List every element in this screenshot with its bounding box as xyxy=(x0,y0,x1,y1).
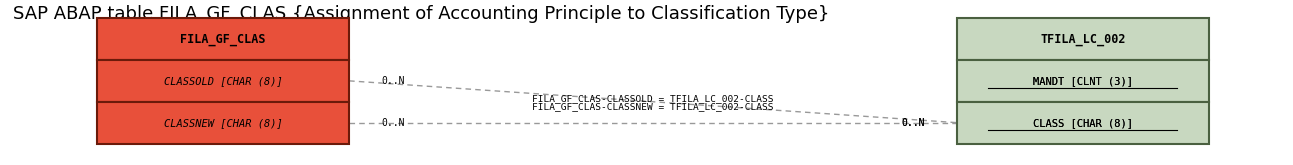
Bar xyxy=(97,102,349,144)
Text: 0..N: 0..N xyxy=(381,118,405,128)
Text: CLASSNEW [CHAR (8)]: CLASSNEW [CHAR (8)] xyxy=(164,118,282,128)
Bar xyxy=(957,18,1209,60)
Bar xyxy=(957,60,1209,102)
Text: FILA_GF_CLAS-CLASSNEW = TFILA_LC_002-CLASS: FILA_GF_CLAS-CLASSNEW = TFILA_LC_002-CLA… xyxy=(533,102,773,111)
Bar xyxy=(957,102,1209,144)
Text: 0..N: 0..N xyxy=(901,118,924,128)
Text: MANDT [CLNT (3)]: MANDT [CLNT (3)] xyxy=(1033,76,1133,86)
Bar xyxy=(97,18,349,60)
Text: TFILA_LC_002: TFILA_LC_002 xyxy=(1040,33,1126,46)
Text: 0..N: 0..N xyxy=(381,76,405,86)
Text: CLASS [CHAR (8)]: CLASS [CHAR (8)] xyxy=(1033,118,1133,128)
Text: 0..N: 0..N xyxy=(901,118,924,128)
Text: SAP ABAP table FILA_GF_CLAS {Assignment of Accounting Principle to Classificatio: SAP ABAP table FILA_GF_CLAS {Assignment … xyxy=(13,5,829,23)
Bar xyxy=(97,60,349,102)
Text: CLASS [CHAR (8)]: CLASS [CHAR (8)] xyxy=(1033,118,1133,128)
Text: FILA_GF_CLAS-CLASSOLD = TFILA_LC_002-CLASS: FILA_GF_CLAS-CLASSOLD = TFILA_LC_002-CLA… xyxy=(533,94,773,103)
Text: CLASSOLD [CHAR (8)]: CLASSOLD [CHAR (8)] xyxy=(164,76,282,86)
Text: MANDT [CLNT (3)]: MANDT [CLNT (3)] xyxy=(1033,76,1133,86)
Text: FILA_GF_CLAS: FILA_GF_CLAS xyxy=(180,33,266,46)
